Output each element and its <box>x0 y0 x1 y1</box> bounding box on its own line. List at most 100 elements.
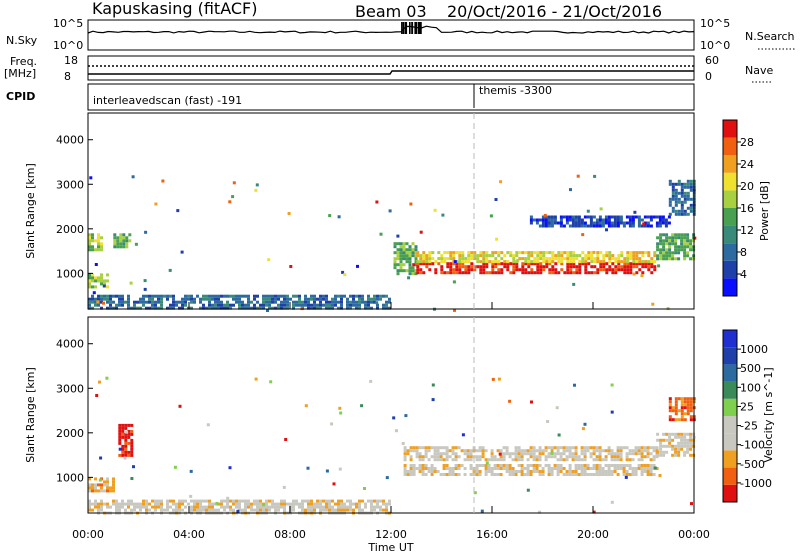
range-cell <box>625 446 629 450</box>
range-cell <box>668 403 672 407</box>
range-cell <box>622 470 626 473</box>
range-cell <box>136 300 139 304</box>
range-cell <box>422 260 426 264</box>
range-cell <box>689 415 693 419</box>
range-cell <box>393 257 397 261</box>
range-cell <box>535 467 539 470</box>
range-cell <box>565 449 569 453</box>
range-cell <box>677 432 681 436</box>
range-cell <box>403 470 407 473</box>
range-cell <box>562 446 566 450</box>
range-cell <box>538 458 542 462</box>
range-cell <box>482 251 486 255</box>
range-cell <box>214 303 217 307</box>
range-cell <box>677 257 681 261</box>
range-cell <box>169 505 172 509</box>
range-cell <box>610 455 614 459</box>
range-cell <box>277 306 280 310</box>
range-cell <box>88 502 91 506</box>
range-cell <box>628 458 632 462</box>
range-cell <box>388 502 391 506</box>
range-cell <box>424 449 428 453</box>
range-cell <box>271 294 274 298</box>
range-cell <box>617 254 621 258</box>
range-cell <box>298 505 301 509</box>
range-cell <box>511 470 515 473</box>
range-cell <box>208 505 211 509</box>
range-cell <box>686 412 690 416</box>
range-cell <box>454 464 458 467</box>
range-cell <box>689 435 693 439</box>
range-cell <box>686 406 690 410</box>
range-cell <box>659 441 663 445</box>
range-cell <box>100 499 103 503</box>
range-cell <box>416 262 420 266</box>
range-cell <box>619 455 623 459</box>
range-cell <box>130 450 134 454</box>
range-cell <box>419 268 423 272</box>
range-cell <box>548 260 552 264</box>
range-cell <box>604 221 608 225</box>
range-cell <box>536 254 540 258</box>
range-cell <box>409 449 413 453</box>
range-cell <box>686 409 690 413</box>
range-cell <box>451 467 455 470</box>
range-cell <box>226 303 229 307</box>
range-cell <box>211 502 214 506</box>
range-cell <box>265 505 268 509</box>
range-cell <box>337 508 340 512</box>
range-cell <box>352 297 355 301</box>
range-cell <box>671 242 675 246</box>
range-cell <box>411 251 415 255</box>
range-cell <box>211 505 214 509</box>
range-cell <box>634 467 638 470</box>
range-cell <box>214 297 217 301</box>
range-cell <box>109 486 112 490</box>
range-cell <box>689 432 693 436</box>
range-cell <box>562 452 566 456</box>
range-cell <box>229 294 232 298</box>
range-cell <box>530 254 534 258</box>
range-cell <box>649 473 653 476</box>
range-cell <box>655 215 659 219</box>
range-cell <box>337 300 340 304</box>
range-cell <box>502 467 506 470</box>
range-cell <box>583 467 587 470</box>
range-cell <box>343 294 346 298</box>
range-cell <box>677 236 681 240</box>
range-cell <box>686 239 690 243</box>
range-cell <box>100 273 103 277</box>
range-cell <box>532 470 536 473</box>
range-cell <box>478 464 482 467</box>
range-cell <box>607 473 611 476</box>
range-cell <box>480 509 484 513</box>
range-cell <box>619 464 623 467</box>
range-cell <box>539 265 543 269</box>
range-cell <box>686 245 690 249</box>
range-cell <box>115 505 118 509</box>
range-cell <box>515 254 519 258</box>
range-cell <box>524 251 528 255</box>
range-cell <box>574 470 578 473</box>
x-tick-label: 00:00 <box>678 528 710 541</box>
range-cell <box>644 262 648 266</box>
range-cell <box>572 260 576 264</box>
range-cell <box>274 502 277 506</box>
range-cell <box>589 218 593 222</box>
range-cell <box>268 508 271 512</box>
range-cell <box>358 499 361 503</box>
range-cell <box>665 236 669 240</box>
range-cell <box>559 458 563 462</box>
range-cell <box>539 262 543 266</box>
range-cell <box>575 268 579 272</box>
range-cell <box>668 432 672 436</box>
range-cell <box>259 499 262 503</box>
range-cell <box>680 406 684 410</box>
range-cell <box>310 505 313 509</box>
range-cell <box>360 404 364 408</box>
range-cell <box>109 505 112 509</box>
range-cell <box>490 452 494 456</box>
range-cell <box>148 297 151 301</box>
range-cell <box>421 470 425 473</box>
range-cell <box>671 239 675 243</box>
